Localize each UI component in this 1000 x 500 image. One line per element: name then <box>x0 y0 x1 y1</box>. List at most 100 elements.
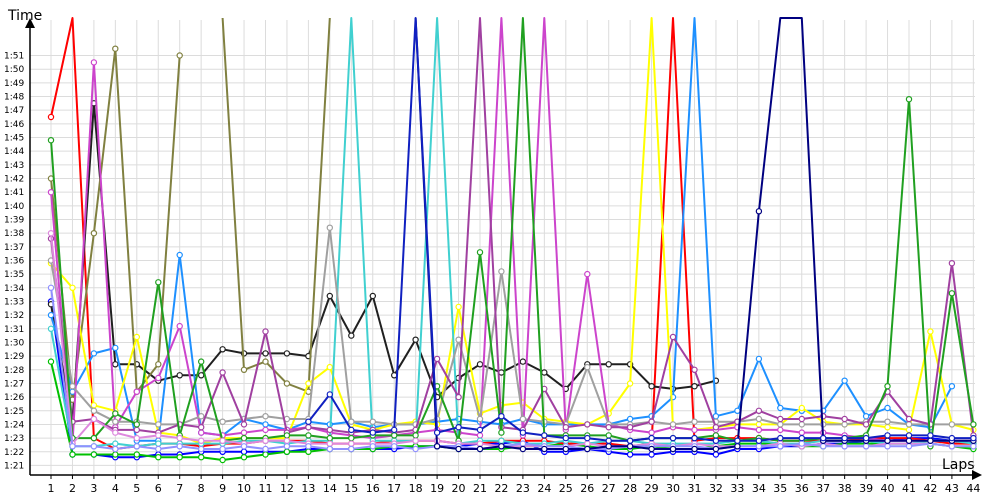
data-point <box>369 429 376 436</box>
data-point <box>262 437 269 444</box>
data-point <box>970 434 977 442</box>
data-point <box>326 391 333 398</box>
data-point <box>755 208 763 215</box>
data-point <box>820 434 827 442</box>
data-point <box>455 445 462 453</box>
data-point <box>305 424 312 431</box>
x-tick-label: 3 <box>90 482 97 495</box>
data-point <box>777 415 784 423</box>
data-point <box>412 445 419 453</box>
x-tick-label: 26 <box>580 482 594 495</box>
series-6 <box>221 17 331 395</box>
x-tick-label: 35 <box>773 482 787 495</box>
data-point <box>669 434 677 442</box>
data-point <box>541 445 548 453</box>
data-point <box>155 374 162 382</box>
data-point <box>777 404 784 412</box>
y-tick-label: 1:30 <box>4 338 24 348</box>
x-tick-label: 21 <box>473 482 487 495</box>
data-point <box>905 437 913 444</box>
data-point <box>47 188 55 196</box>
data-point <box>712 413 720 420</box>
x-tick-label: 42 <box>923 482 937 495</box>
x-tick-label: 40 <box>881 482 895 495</box>
x-tick-label: 4 <box>112 482 119 495</box>
data-point <box>476 426 484 434</box>
x-tick-label: 27 <box>602 482 616 495</box>
data-point <box>176 372 183 379</box>
data-point <box>219 437 226 444</box>
data-point <box>133 388 140 395</box>
data-point <box>391 426 398 434</box>
data-point <box>90 59 98 66</box>
series-lines <box>47 17 977 464</box>
data-point <box>90 451 98 458</box>
x-tick-label: 17 <box>387 482 401 495</box>
data-point <box>712 432 720 439</box>
data-point <box>648 451 655 458</box>
data-point <box>605 432 612 439</box>
data-point <box>155 445 162 453</box>
data-point <box>283 448 291 455</box>
data-point <box>841 415 848 423</box>
data-point <box>669 333 677 341</box>
data-point <box>197 429 205 436</box>
data-point <box>412 432 419 439</box>
y-tick-label: 1:27 <box>4 379 24 389</box>
data-point <box>605 361 612 368</box>
data-point <box>112 445 119 453</box>
series-16 <box>414 17 977 453</box>
x-tick-labels: 1 2 3 4 5 6 7 8 9 10 11 12 13 14 15 16 17 18 19 20 21 22 23 24 2… <box>48 482 981 495</box>
data-point <box>476 432 484 439</box>
data-point <box>348 434 355 442</box>
data-point <box>112 45 119 52</box>
x-tick-label: 43 <box>945 482 959 495</box>
data-point <box>176 454 183 461</box>
y-tick-label: 1:23 <box>4 434 24 444</box>
data-point <box>176 434 183 442</box>
x-tick-label: 22 <box>494 482 508 495</box>
data-point <box>219 445 226 453</box>
data-point <box>348 332 355 339</box>
y-tick-label: 1:51 <box>4 52 24 62</box>
series-line <box>50 17 975 448</box>
data-point <box>455 336 462 343</box>
data-point <box>777 421 784 428</box>
x-tick-label: 12 <box>280 482 294 495</box>
data-point <box>905 95 913 103</box>
data-point <box>798 421 806 428</box>
data-point <box>712 424 720 431</box>
data-point <box>433 355 441 363</box>
data-point <box>197 437 205 444</box>
data-point <box>133 451 140 458</box>
data-point <box>691 426 698 434</box>
y-tick-label: 1:44 <box>4 147 24 157</box>
x-tick-label: 6 <box>155 482 162 495</box>
y-tick-label: 1:38 <box>4 229 24 239</box>
series-line <box>50 102 717 423</box>
data-point <box>112 361 119 368</box>
data-point <box>262 358 269 365</box>
data-point <box>47 358 55 365</box>
x-tick-label: 23 <box>516 482 530 495</box>
x-tick-label: 15 <box>344 482 358 495</box>
data-point <box>155 432 162 439</box>
data-point <box>219 346 226 353</box>
data-point <box>691 434 698 442</box>
x-tick-label: 1 <box>48 482 55 495</box>
data-point <box>133 421 140 428</box>
data-point <box>605 437 612 444</box>
x-tick-label: 20 <box>452 482 466 495</box>
y-tick-label: 1:42 <box>4 174 24 184</box>
x-axis-title: Laps <box>942 457 975 473</box>
data-point <box>176 322 183 330</box>
data-point <box>648 383 655 390</box>
x-tick-label: 31 <box>688 482 702 495</box>
x-tick-label: 8 <box>198 482 205 495</box>
data-point <box>197 372 205 379</box>
data-point <box>155 454 162 461</box>
data-point <box>326 224 333 231</box>
x-tick-label: 30 <box>666 482 680 495</box>
x-tick-label: 13 <box>301 482 315 495</box>
data-point <box>305 443 312 450</box>
